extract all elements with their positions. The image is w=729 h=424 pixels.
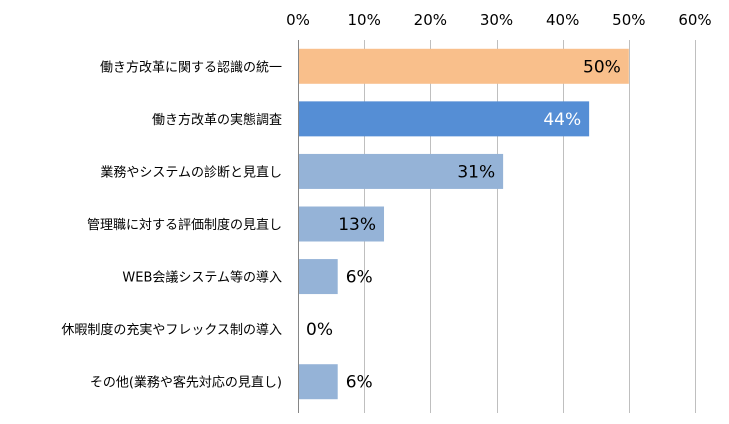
bar xyxy=(298,153,504,189)
x-tick-label: 60% xyxy=(678,11,711,29)
category-label: 働き方改革に関する認識の統一 xyxy=(100,59,282,75)
x-tick-label: 0% xyxy=(286,11,310,29)
x-tick-label: 40% xyxy=(546,11,579,29)
x-tick-label: 30% xyxy=(480,11,513,29)
data-label: 0% xyxy=(306,320,333,340)
bar xyxy=(298,206,385,242)
data-label: 6% xyxy=(346,268,373,288)
category-label: 管理職に対する評価制度の見直し xyxy=(87,217,282,233)
category-label: 働き方改革の実態調査 xyxy=(152,112,282,128)
data-label: 50% xyxy=(583,57,621,77)
x-tick-label: 10% xyxy=(347,11,380,29)
data-label: 31% xyxy=(457,162,495,182)
data-label: 6% xyxy=(346,373,373,393)
bar xyxy=(298,259,338,295)
x-tick-label: 20% xyxy=(414,11,447,29)
bar xyxy=(298,101,590,137)
category-label: その他(業務や客先対応の見直し) xyxy=(90,375,282,391)
data-label: 44% xyxy=(543,110,581,130)
category-label: 休暇制度の充実やフレックス制の導入 xyxy=(61,322,282,338)
category-label: WEB会議システム等の導入 xyxy=(122,270,282,286)
x-tick-label: 50% xyxy=(612,11,645,29)
data-label: 13% xyxy=(338,215,376,235)
category-label: 業務やシステムの診断と見直し xyxy=(100,164,282,180)
bar xyxy=(298,364,338,400)
bar xyxy=(298,48,629,84)
